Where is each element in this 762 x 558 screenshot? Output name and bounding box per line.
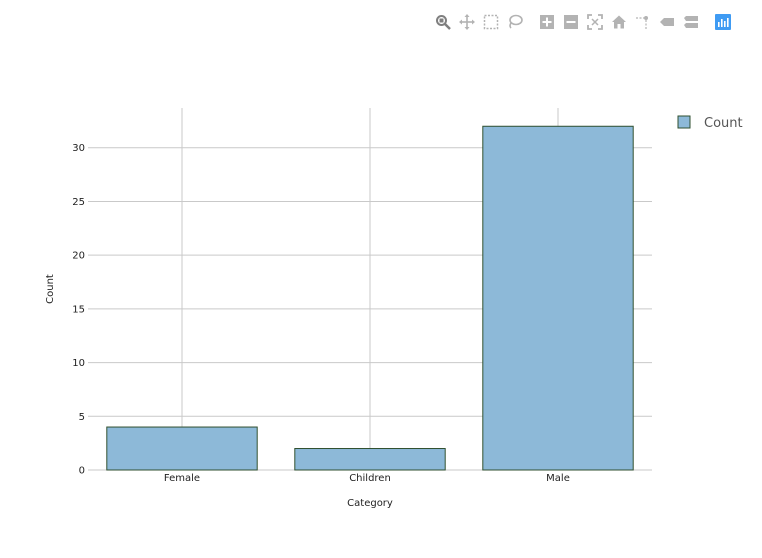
- y-tick-label: 15: [72, 304, 85, 315]
- x-axis-ticks: Female Children Male: [164, 473, 570, 484]
- plotly-logo-icon: [715, 14, 731, 30]
- zoom-out-button[interactable]: [562, 13, 580, 31]
- reset-axes-button[interactable]: [610, 13, 628, 31]
- reset-axes-icon: [611, 14, 627, 30]
- bar-female[interactable]: [106, 426, 258, 471]
- hover-closest-button[interactable]: [658, 13, 676, 31]
- y-tick-label: 0: [79, 466, 85, 477]
- bar-male[interactable]: [482, 125, 634, 471]
- bar-children[interactable]: [294, 448, 446, 471]
- legend-label[interactable]: Count: [704, 116, 743, 131]
- x-tick-label: Male: [546, 473, 570, 484]
- y-tick-label: 20: [72, 251, 85, 262]
- plotly-logo-button[interactable]: [714, 13, 732, 31]
- hover-compare-icon: [683, 14, 699, 30]
- zoom-out-icon: [563, 14, 579, 30]
- bars: [106, 125, 634, 471]
- x-axis-title: Category: [347, 498, 393, 509]
- legend-swatch[interactable]: [677, 115, 691, 129]
- legend[interactable]: Count: [677, 115, 743, 131]
- y-tick-label: 30: [72, 143, 85, 154]
- box-select-button[interactable]: [482, 13, 500, 31]
- y-tick-label: 10: [72, 358, 85, 369]
- lasso-select-icon: [507, 14, 523, 30]
- autoscale-icon: [587, 14, 603, 30]
- x-tick-label: Children: [349, 473, 391, 484]
- pan-button[interactable]: [458, 13, 476, 31]
- hover-compare-button[interactable]: [682, 13, 700, 31]
- y-axis-ticks: 0 5 10 15 20 25 30: [72, 143, 85, 476]
- spike-lines-button[interactable]: [634, 13, 652, 31]
- x-tick-label: Female: [164, 473, 200, 484]
- spike-lines-icon: [635, 14, 651, 30]
- y-tick-label: 5: [79, 412, 85, 423]
- lasso-select-button[interactable]: [506, 13, 524, 31]
- autoscale-button[interactable]: [586, 13, 604, 31]
- box-select-icon: [483, 14, 499, 30]
- zoom-icon: [435, 14, 451, 30]
- modebar: [434, 12, 738, 32]
- y-tick-label: 25: [72, 197, 85, 208]
- pan-icon: [459, 14, 475, 30]
- zoom-in-icon: [539, 14, 555, 30]
- zoom-button[interactable]: [434, 13, 452, 31]
- zoom-in-button[interactable]: [538, 13, 556, 31]
- y-axis-title: Count: [45, 274, 56, 304]
- hover-closest-icon: [659, 14, 675, 30]
